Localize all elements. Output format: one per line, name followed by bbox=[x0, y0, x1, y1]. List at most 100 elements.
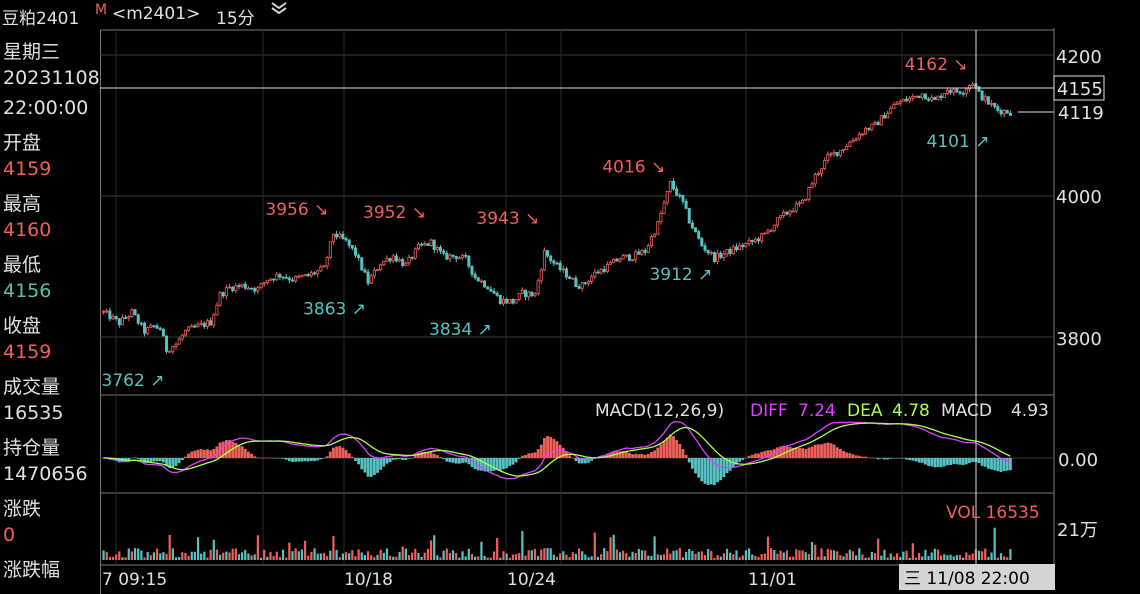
candle-body bbox=[694, 227, 698, 232]
macd-hist-bar bbox=[939, 458, 943, 468]
volume-bar bbox=[555, 556, 559, 560]
candle-body bbox=[187, 326, 191, 331]
change-value: 0 bbox=[3, 524, 16, 546]
volume-bar bbox=[1006, 557, 1009, 560]
volume-bar bbox=[250, 555, 253, 560]
volume-bar bbox=[770, 548, 773, 560]
macd-hist-bar bbox=[719, 458, 723, 481]
macd-hist-bar bbox=[124, 458, 128, 461]
contract-code[interactable]: <m2401> bbox=[112, 4, 201, 24]
volume-bar bbox=[814, 544, 817, 560]
macd-hist-bar bbox=[640, 454, 644, 458]
volume-bar bbox=[436, 555, 439, 560]
macd-hist-bar bbox=[439, 457, 442, 458]
candle-body bbox=[738, 244, 742, 251]
macd-hist-bar bbox=[713, 458, 716, 485]
candle-body bbox=[848, 141, 852, 147]
candle-body bbox=[388, 258, 392, 262]
volume-bar bbox=[228, 552, 231, 560]
candle-body bbox=[360, 257, 364, 271]
macd-hist-bar bbox=[898, 458, 902, 459]
macd-hist-bar bbox=[281, 458, 285, 459]
volume-bar bbox=[543, 548, 546, 560]
volume-bar bbox=[524, 555, 527, 560]
candle-body bbox=[190, 325, 194, 328]
volume-bar bbox=[313, 548, 316, 560]
candle-body bbox=[161, 328, 165, 337]
period-selector[interactable]: 15分 bbox=[216, 9, 255, 29]
candle-body bbox=[158, 327, 162, 330]
volume-bar bbox=[133, 548, 137, 560]
macd-hist-bar bbox=[958, 458, 962, 465]
candle-body bbox=[464, 254, 468, 257]
candle-body bbox=[445, 252, 449, 260]
candle-body bbox=[879, 115, 883, 126]
candle-body bbox=[136, 314, 140, 324]
volume-bar bbox=[499, 557, 502, 560]
candle-body bbox=[265, 279, 269, 284]
volume-bar bbox=[952, 556, 955, 560]
volume-bar bbox=[760, 554, 763, 560]
double-chevron-down-icon[interactable] bbox=[270, 0, 288, 21]
volume-bar bbox=[785, 550, 788, 560]
volume-bar bbox=[423, 552, 426, 560]
volume-bar bbox=[291, 551, 294, 560]
candle-body bbox=[659, 213, 663, 223]
candle-body bbox=[306, 274, 310, 277]
volume-bar bbox=[710, 550, 713, 560]
candle-body bbox=[634, 251, 638, 261]
volume-bar bbox=[924, 549, 927, 560]
candle-body bbox=[253, 288, 257, 292]
volume-bar bbox=[181, 552, 184, 560]
candle-body bbox=[665, 190, 669, 204]
volume-bar bbox=[587, 557, 590, 560]
macd-hist-bar bbox=[668, 434, 672, 458]
candle-body bbox=[709, 252, 713, 254]
candle-body bbox=[687, 207, 691, 224]
macd-hist-bar bbox=[650, 451, 653, 458]
macd-hist-bar bbox=[442, 458, 446, 459]
candle-body bbox=[668, 180, 672, 192]
volume-bar bbox=[653, 536, 656, 560]
candle-body bbox=[609, 262, 613, 265]
volume-bar bbox=[187, 555, 190, 560]
symbol-name[interactable]: 豆粕2401 bbox=[2, 9, 80, 29]
macd-hist-bar bbox=[347, 453, 351, 458]
candle-body bbox=[558, 262, 562, 271]
macd-hist-bar bbox=[420, 452, 424, 458]
macd-hist-bar bbox=[807, 447, 811, 458]
volume-bar bbox=[647, 555, 650, 560]
volume-bar bbox=[751, 554, 754, 560]
volume-bar bbox=[505, 553, 508, 560]
candle-body bbox=[649, 236, 653, 247]
volume-bar bbox=[640, 550, 644, 560]
macd-hist-bar bbox=[747, 455, 751, 458]
volume-bar bbox=[156, 548, 159, 560]
candle-body bbox=[275, 274, 279, 281]
candle-body bbox=[892, 104, 896, 109]
low-annotation: 3912 ↗ bbox=[649, 265, 712, 285]
volume-bar bbox=[672, 550, 675, 560]
volume-bar bbox=[565, 554, 568, 560]
candle-body bbox=[593, 271, 597, 278]
crosshair bbox=[100, 30, 1054, 565]
macd-hist-bar bbox=[738, 458, 742, 462]
volume-bar bbox=[489, 557, 492, 560]
volume-bar bbox=[269, 552, 272, 560]
macd-hist-bar bbox=[388, 458, 392, 463]
high-annotation: 3952 ↘ bbox=[363, 203, 426, 223]
change-pct-label: 涨跌幅 bbox=[3, 559, 61, 581]
candle-body bbox=[791, 210, 795, 213]
macd-hist-bar bbox=[256, 457, 260, 459]
candle-body bbox=[212, 314, 216, 326]
volume-bar bbox=[675, 550, 678, 560]
price-tick-4200: 4200 bbox=[1056, 47, 1102, 68]
volume-bar bbox=[417, 553, 420, 560]
macd-hist-bar bbox=[313, 458, 316, 462]
volume-scale-tick: 21万 bbox=[1057, 520, 1098, 541]
volume-bar bbox=[445, 548, 448, 560]
volume-bar bbox=[584, 554, 587, 560]
candle-body bbox=[728, 249, 732, 255]
volume-bar bbox=[285, 557, 288, 560]
